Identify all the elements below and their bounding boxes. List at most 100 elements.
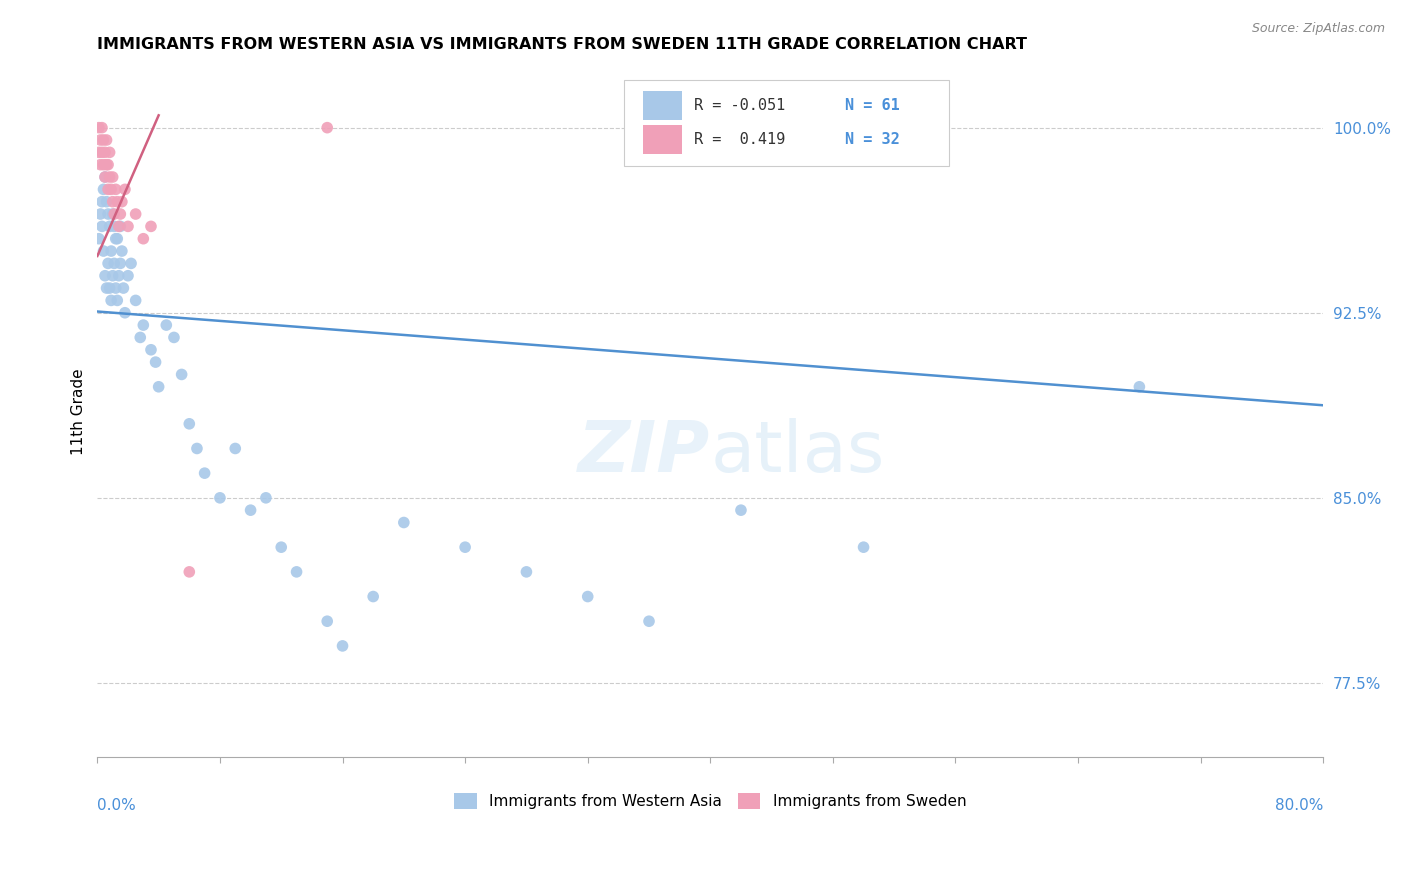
Point (110, 207, 132, 221)
Point (139, 343, 162, 357)
Point (96, 158, 118, 172)
Point (120, 256, 142, 270)
Point (124, 293, 146, 308)
Text: 80.0%: 80.0% (1275, 798, 1323, 814)
Point (94, 268, 117, 283)
Point (852, 540, 875, 554)
Point (111, 194, 134, 209)
Point (332, 639, 354, 653)
Text: 0.0%: 0.0% (97, 798, 136, 814)
Point (89, 158, 111, 172)
Point (87, 232, 110, 246)
Point (96, 281, 118, 295)
Point (239, 503, 262, 517)
Point (186, 442, 208, 456)
Point (104, 182, 127, 196)
Point (93, 244, 115, 258)
Point (101, 169, 124, 184)
Point (316, 614, 339, 628)
FancyBboxPatch shape (643, 126, 682, 154)
Point (124, 207, 146, 221)
Text: IMMIGRANTS FROM WESTERN ASIA VS IMMIGRANTS FROM SWEDEN 11TH GRADE CORRELATION CH: IMMIGRANTS FROM WESTERN ASIA VS IMMIGRAN… (97, 37, 1028, 53)
Point (208, 491, 231, 505)
Point (105, 232, 128, 246)
Point (361, 590, 384, 604)
Point (101, 207, 124, 221)
Point (515, 565, 537, 579)
Point (87, 145, 110, 160)
Point (98, 281, 121, 295)
Point (117, 268, 139, 283)
Point (91, 120, 114, 135)
Point (104, 232, 127, 246)
Point (89, 133, 111, 147)
Point (105, 194, 128, 209)
Point (179, 417, 201, 431)
Point (139, 219, 162, 234)
Point (270, 540, 292, 554)
Point (454, 540, 477, 554)
Point (1128, 380, 1150, 394)
Point (117, 219, 139, 234)
Point (93, 182, 115, 196)
Point (145, 355, 167, 369)
Point (103, 256, 125, 270)
Text: R = -0.051: R = -0.051 (695, 98, 786, 113)
Point (638, 614, 661, 628)
Text: N = 61: N = 61 (845, 98, 900, 113)
Text: R =  0.419: R = 0.419 (695, 132, 786, 147)
Point (91, 194, 114, 209)
Text: N = 32: N = 32 (845, 132, 900, 147)
Text: atlas: atlas (710, 418, 884, 487)
Point (101, 194, 124, 209)
Point (155, 318, 177, 332)
Point (89, 207, 111, 221)
FancyBboxPatch shape (643, 91, 682, 120)
Point (730, 503, 752, 517)
Y-axis label: 11th Grade: 11th Grade (72, 368, 86, 455)
Point (100, 182, 122, 196)
Point (94, 145, 117, 160)
Point (97, 256, 120, 270)
FancyBboxPatch shape (624, 79, 949, 166)
Point (129, 330, 152, 344)
Point (254, 491, 277, 505)
Point (170, 368, 193, 382)
Point (132, 318, 155, 332)
Point (97, 207, 120, 221)
Text: ZIP: ZIP (578, 418, 710, 487)
Point (224, 442, 246, 456)
Point (112, 281, 135, 295)
Point (179, 565, 201, 579)
Legend: Immigrants from Western Asia, Immigrants from Sweden: Immigrants from Western Asia, Immigrants… (449, 787, 973, 815)
Point (576, 590, 599, 604)
Point (96, 133, 118, 147)
Point (98, 219, 121, 234)
Point (114, 182, 136, 196)
Point (132, 232, 155, 246)
Point (91, 219, 114, 234)
Point (96, 194, 118, 209)
Point (316, 120, 339, 135)
Point (163, 330, 186, 344)
Point (103, 219, 125, 234)
Point (100, 293, 122, 308)
Point (91, 145, 114, 160)
Point (111, 244, 134, 258)
Point (97, 182, 120, 196)
Point (97, 158, 120, 172)
Point (94, 169, 117, 184)
Point (110, 256, 132, 270)
Point (94, 169, 117, 184)
Point (148, 380, 170, 394)
Point (105, 293, 128, 308)
Point (114, 306, 136, 320)
Point (107, 219, 129, 234)
Point (104, 281, 127, 295)
Point (107, 268, 129, 283)
Text: Source: ZipAtlas.com: Source: ZipAtlas.com (1251, 22, 1385, 36)
Point (103, 207, 125, 221)
Point (98, 169, 121, 184)
Point (93, 133, 115, 147)
Point (87, 120, 110, 135)
